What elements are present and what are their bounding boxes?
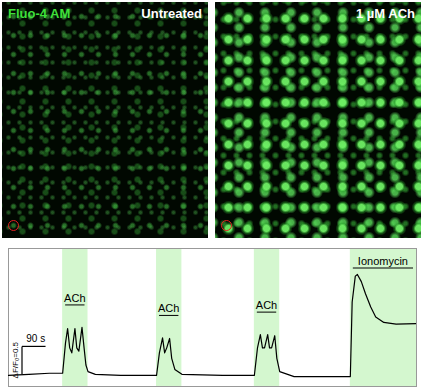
html-text:Untreated: Untreated — [141, 6, 202, 21]
svg-text:ACh: ACh — [158, 302, 179, 314]
html-text:Fluo-4 AM: Fluo-4 AM — [8, 6, 71, 21]
svg-text:ΔF/F₀=0.5: ΔF/F₀=0.5 — [11, 341, 20, 378]
svg-text:90 s: 90 s — [26, 333, 45, 344]
svg-text:ACh: ACh — [256, 299, 277, 311]
svg-text:Ionomycin: Ionomycin — [358, 255, 408, 267]
html-text:1 µM ACh: 1 µM ACh — [356, 6, 415, 21]
svg-text:ACh: ACh — [64, 292, 85, 304]
